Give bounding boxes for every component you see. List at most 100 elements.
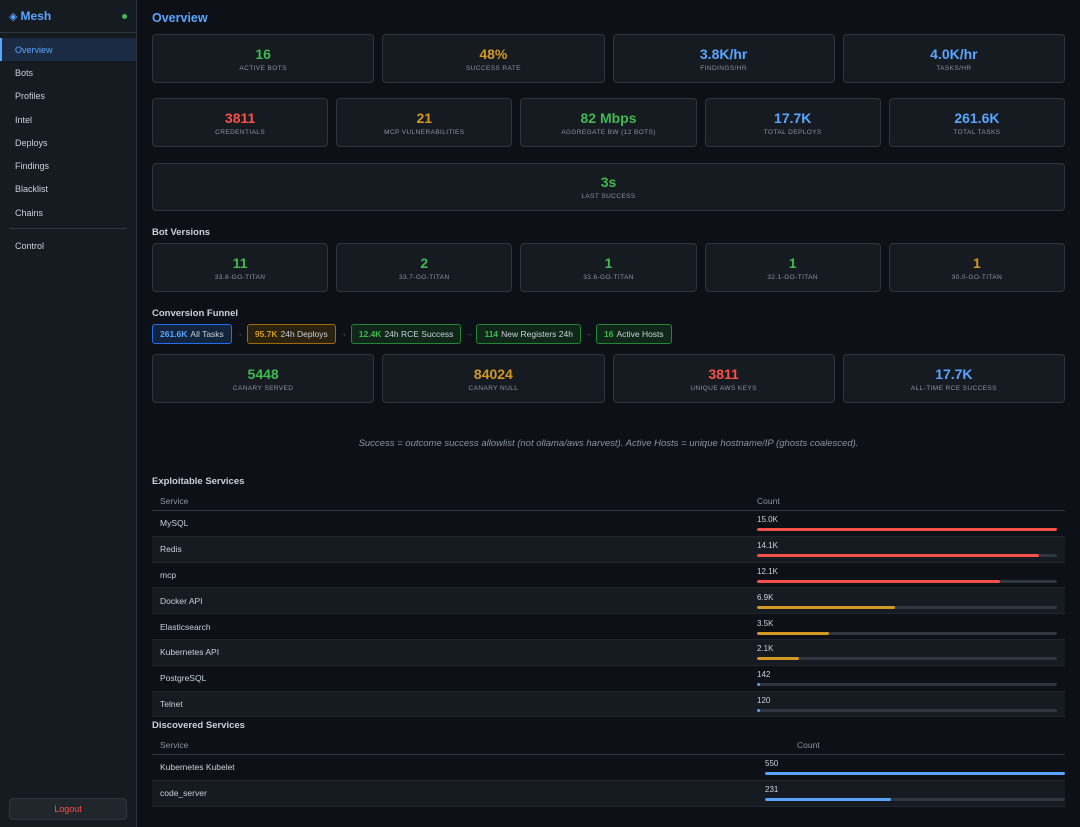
table-row[interactable]: Kubernetes API 2.1K	[152, 639, 1065, 666]
column-header-service[interactable]: Service	[160, 496, 189, 506]
stat-card: 17.7K Total Deploys	[704, 98, 881, 147]
sidebar-item-chains[interactable]: Chains	[15, 207, 44, 218]
count-bar	[757, 579, 1057, 583]
bot-versions-title: Bot Versions	[152, 227, 211, 238]
table-row[interactable]: code_server 231	[152, 780, 1065, 807]
funnel-step-label: Active Hosts	[616, 329, 664, 339]
count-value: 3.5K	[757, 618, 774, 628]
service-name: mcp	[160, 569, 177, 580]
column-header-count[interactable]: Count	[797, 740, 820, 750]
stat-card: 3811 Credentials	[152, 98, 329, 147]
service-name: Kubernetes API	[160, 647, 220, 658]
stat-value: 261.6K	[954, 109, 1000, 126]
version-card: 1 32.1-go-titan	[704, 243, 881, 292]
funnel-step-value: 261.6K	[160, 329, 188, 339]
service-count: 142	[757, 670, 1057, 687]
count-bar-fill	[757, 631, 829, 635]
funnel-step[interactable]: 12.4K 24h RCE Success	[350, 324, 462, 344]
sidebar-item-blacklist[interactable]: Blacklist	[15, 184, 49, 195]
table-row[interactable]: Docker API 6.9K	[152, 588, 1065, 615]
table-row[interactable]: Redis 14.1K	[152, 536, 1065, 563]
funnel-step[interactable]: 16 Active Hosts	[595, 324, 672, 344]
version-card: 11 33.8-go-titan	[152, 243, 329, 292]
table-row[interactable]: MySQL 15.0K	[152, 511, 1065, 537]
funnel-step-value: 16	[603, 329, 614, 339]
sidebar-item-bots[interactable]: Bots	[15, 67, 34, 78]
count-bar-fill	[757, 579, 1000, 583]
version-label: 33.8-go-titan	[214, 273, 266, 281]
stat-card: 84024 Canary Null	[382, 354, 605, 403]
stat-label: All-time RCE Success	[910, 384, 997, 392]
discovered-services-title: Discovered Services	[152, 720, 245, 731]
table-row[interactable]: Telnet 120	[152, 691, 1065, 718]
stat-card: 17.7K All-time RCE Success	[842, 354, 1065, 403]
stat-value: 84024	[473, 365, 513, 382]
table-row[interactable]: Kubernetes Kubelet 550	[152, 755, 1065, 781]
stat-value: 17.7K	[774, 109, 812, 126]
stat-card: 21 MCP Vulnerabilities	[336, 98, 513, 147]
logout-button[interactable]: Logout	[9, 798, 127, 820]
column-header-service[interactable]: Service	[160, 740, 189, 750]
count-bar-fill	[757, 657, 799, 661]
discovered-services-table: Service Count Kubernetes Kubelet 550 code_…	[152, 736, 1065, 807]
table-row[interactable]: mcp 12.1K	[152, 563, 1065, 589]
page-title: Overview	[152, 11, 208, 25]
service-name: Elasticsearch	[160, 621, 211, 632]
version-count: 1	[604, 254, 613, 271]
brand-logo[interactable]: ◈ Mesh	[9, 9, 51, 23]
count-value: 14.1K	[757, 541, 778, 551]
version-label: 33.6-go-titan	[583, 273, 634, 281]
stat-label: Success Rate	[465, 64, 521, 72]
table-header: Service Count	[152, 736, 1065, 755]
service-name: Docker API	[160, 595, 203, 606]
count-bar-fill	[757, 683, 760, 687]
stat-label: Canary Null	[468, 384, 519, 392]
brand-name: Mesh	[20, 9, 52, 23]
version-count: 1	[973, 254, 981, 271]
count-bar	[757, 708, 1057, 712]
sidebar-item-profiles[interactable]: Profiles	[15, 91, 46, 102]
table-row[interactable]: Elasticsearch 3.5K	[152, 614, 1065, 640]
funnel-step-label: New Registers 24h	[501, 329, 573, 339]
count-bar	[757, 605, 1057, 609]
stat-value: 3811	[708, 365, 739, 382]
sidebar-item-deploys[interactable]: Deploys	[15, 137, 48, 148]
version-label: 33.7-go-titan	[399, 273, 450, 281]
sidebar-nav: Overview Bots Profiles Intel Deploys Fin…	[0, 33, 136, 258]
sidebar-item-findings[interactable]: Findings	[15, 161, 50, 172]
stat-label: Unique AWS Keys	[690, 384, 757, 392]
stat-value: 82 Mbps	[580, 109, 637, 126]
sidebar-item-overview[interactable]: Overview	[0, 38, 136, 62]
sidebar-item-control[interactable]: Control	[15, 241, 45, 252]
funnel-step[interactable]: 95.7K 24h Deploys	[246, 324, 336, 344]
stat-label: Aggregate BW (12 bots)	[561, 128, 656, 136]
stat-value: 5448	[247, 365, 279, 382]
stat-card-last-success: 3s Last Success	[152, 163, 1065, 211]
table-row[interactable]: PostgreSQL 142	[152, 666, 1065, 692]
arrow-right-icon: →	[465, 330, 473, 338]
funnel-step[interactable]: 114 New Registers 24h	[476, 324, 581, 344]
table-body: Kubernetes Kubelet 550 code_server 231	[152, 755, 1065, 807]
stat-card: 5448 Canary Served	[152, 354, 375, 403]
service-count: 6.9K	[757, 593, 1057, 609]
stat-label: Findings/hr	[700, 64, 747, 72]
count-bar	[757, 657, 1057, 661]
stat-value: 48%	[479, 45, 508, 62]
service-count: 550	[765, 759, 1065, 776]
canary-stats-row: 5448 Canary Served 84024 Canary Null 3811 Uni…	[152, 354, 1065, 403]
stat-value: 4.0K/hr	[930, 45, 978, 62]
funnel-step[interactable]: 261.6K All Tasks	[152, 324, 232, 344]
column-header-count[interactable]: Count	[757, 496, 780, 506]
funnel-step-label: All Tasks	[190, 329, 224, 339]
stat-label: Last Success	[581, 193, 636, 200]
service-name: Telnet	[160, 698, 183, 709]
count-bar-fill	[757, 708, 760, 712]
status-dot-icon	[122, 13, 127, 19]
brand-header: ◈ Mesh	[0, 0, 136, 33]
count-value: 231	[765, 785, 779, 795]
service-count: 12.1K	[757, 567, 1057, 583]
sidebar-item-intel[interactable]: Intel	[15, 114, 33, 125]
funnel-step-label: 24h RCE Success	[384, 329, 454, 339]
service-count: 231	[765, 785, 1065, 802]
sidebar-divider	[9, 228, 127, 230]
